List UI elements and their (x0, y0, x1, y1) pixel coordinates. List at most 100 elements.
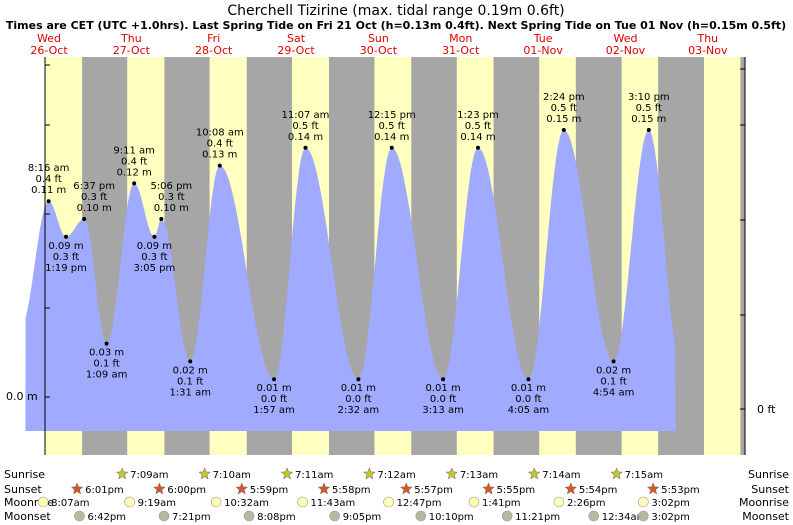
tide-label: 0.1 ft (93, 359, 119, 370)
daylight-band (703, 57, 741, 455)
moonrise-time: 11:43am (311, 498, 356, 509)
tide-label: 0.09 m (137, 241, 172, 252)
tide-label: 9:11 am (113, 145, 155, 156)
tide-point (272, 377, 277, 382)
day-of-week-label: Tue (533, 32, 553, 45)
tide-label: 0.14 m (374, 132, 409, 143)
tide-label: 0.3 ft (141, 252, 167, 263)
moonrise-time: 3:02pm (651, 498, 690, 509)
day-date-label: 02-Nov (606, 44, 646, 57)
moonrise-icon (124, 496, 135, 508)
tide-point (104, 341, 109, 346)
moonrise-time: 2:26pm (567, 498, 606, 509)
tide-label: 0.14 m (460, 132, 495, 143)
star-icon (399, 482, 413, 495)
day-date-label: 30-Oct (360, 44, 398, 57)
tide-label: 12:15 pm (368, 110, 416, 121)
tide-label: 0.01 m (426, 383, 461, 394)
moonrise-icon (210, 496, 222, 508)
tide-label: 0.13 m (202, 150, 237, 161)
day-of-week-label: Fri (207, 32, 220, 45)
day-date-label: 31-Oct (442, 44, 480, 57)
sunrise-time: 7:09am (130, 470, 168, 481)
day-date-label: 03-Nov (688, 44, 728, 57)
tide-point (132, 181, 137, 186)
tide-point (159, 217, 164, 221)
plot-frame (44, 57, 746, 455)
sunset-time: 5:55pm (497, 485, 536, 496)
moonset-time: 7:21pm (172, 512, 211, 523)
astro-row-label-right: Moonrise (739, 496, 789, 509)
tide-label: 0.5 ft (292, 121, 318, 132)
moonrise-icon (638, 496, 649, 508)
sunset-time: 6:00pm (167, 485, 206, 496)
tide-point (63, 234, 68, 239)
tide-label: 0.01 m (256, 383, 291, 394)
tide-label: 0.11 m (31, 185, 66, 196)
tide-label: 11:07 am (282, 110, 330, 121)
y-axis-left-label: 0.0 m (6, 390, 38, 403)
tide-point (188, 359, 193, 364)
chart-title: Cherchell Tizirine (max. tidal range 0.1… (227, 3, 564, 19)
star-icon (235, 482, 249, 495)
star-icon (70, 482, 84, 495)
tide-label: 0.5 ft (379, 121, 405, 132)
day-of-week-label: Sat (287, 32, 306, 45)
tide-point (217, 163, 222, 168)
moonrise-icon (37, 496, 49, 508)
star-icon (317, 482, 331, 495)
moonset-time: 11:21pm (515, 512, 560, 523)
tide-label: 2:24 pm (543, 92, 585, 103)
moonrise-icon (468, 496, 480, 508)
day-of-week-label: Wed (613, 32, 637, 45)
tide-curve (25, 130, 676, 431)
tide-label: 0.5 ft (636, 103, 662, 114)
star-icon (280, 467, 294, 480)
astro-row-label-right: Sunrise (748, 468, 789, 481)
sunset-time: 5:53pm (661, 485, 700, 496)
tide-label: 3:10 pm (628, 92, 670, 103)
sunset-time: 5:54pm (579, 485, 618, 496)
day-of-week-label: Thu (120, 32, 142, 45)
moonset-icon (638, 510, 649, 522)
tide-label: 0.10 m (154, 203, 189, 214)
day-date-label: 28-Oct (195, 44, 233, 57)
tide-point (646, 128, 651, 132)
astro-row-label-right: Moonset (742, 510, 789, 523)
star-icon (610, 467, 623, 480)
tide-labels: 8:16 am0.4 ft0.11 m0.09 m0.3 ft1:19 pm6:… (28, 92, 670, 416)
tide-point (441, 377, 446, 382)
day-date-label: 01-Nov (523, 44, 563, 57)
tide-label: 5:06 pm (150, 181, 192, 192)
tide-label: 0.3 ft (81, 192, 107, 203)
moonset-icon (329, 510, 340, 522)
moonrise-icon (383, 496, 394, 508)
moonset-icon (415, 510, 427, 522)
day-date-label: 27-Oct (113, 44, 151, 57)
tide-label: 8:16 am (28, 163, 70, 174)
tide-label: 0.1 ft (177, 376, 203, 387)
tide-point (46, 199, 51, 204)
tide-point (561, 128, 566, 132)
tide-label: 1:31 am (169, 387, 211, 398)
sunrise-time: 7:11am (295, 470, 333, 481)
tide-label: 0.4 ft (121, 156, 147, 167)
tide-label: 0.5 ft (551, 103, 577, 114)
tide-label: 0.10 m (77, 203, 112, 214)
tide-label: 0.0 ft (515, 394, 541, 405)
day-of-week-label: Wed (37, 32, 61, 45)
day-of-week-label: Mon (449, 32, 472, 45)
tide-label: 0.15 m (631, 114, 666, 125)
star-icon (646, 482, 660, 495)
moonset-time: 3:02pm (651, 512, 690, 523)
moonset-icon (588, 510, 600, 522)
chart-subtitle: Times are CET (UTC +1.0hrs). Last Spring… (6, 19, 786, 32)
moonrise-time: 1:41pm (482, 498, 521, 509)
astro-row-label-left: Moonset (4, 510, 51, 523)
tide-label: 0.12 m (117, 167, 152, 178)
tide-label: 3:13 am (422, 405, 464, 416)
tide-label: 0.15 m (546, 114, 581, 125)
tide-label: 2:32 am (338, 405, 380, 416)
moonset-icon (243, 510, 255, 522)
